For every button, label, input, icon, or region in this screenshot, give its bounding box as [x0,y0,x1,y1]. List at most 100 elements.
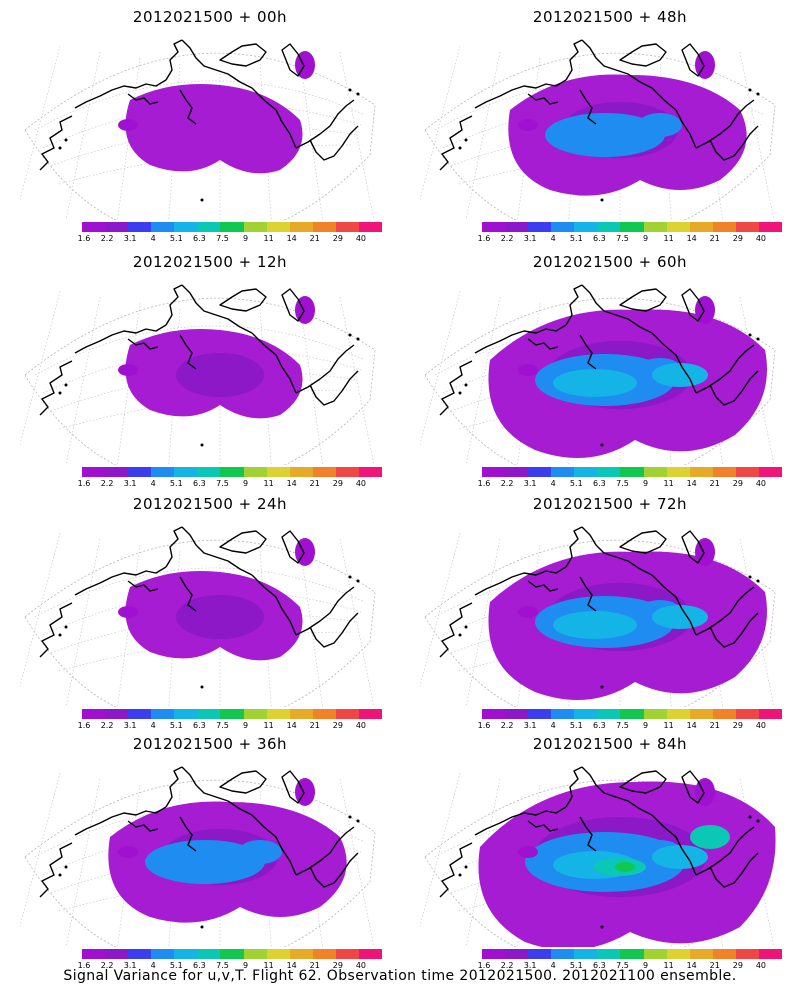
coastline [619,770,667,794]
variance-contour [652,605,708,629]
colorbar-label: 2.2 [100,721,114,730]
coastline [219,288,267,312]
coastline [527,820,559,832]
colorbar-label: 5.1 [169,961,183,970]
graticule-meridian [465,538,501,707]
coastline [527,580,559,592]
graticule-meridian [299,544,323,707]
variance-contour [652,363,708,387]
coastline [181,766,253,816]
coastline [581,526,653,576]
variance-map [20,766,376,947]
colorbar-label: 4 [550,479,556,488]
coastline [474,566,567,596]
colorbar-label: 6.3 [193,479,206,488]
coastline [295,344,355,394]
colorbar-label: 29 [332,721,343,730]
colorbar-swatch [82,949,106,959]
coastline [527,338,559,350]
panel-title: 2012021500 + 60h [532,253,688,271]
colorbar-label: 21 [709,479,720,488]
variance-patch [518,364,538,376]
island-mark [64,865,68,869]
colorbar: 1.6 2.2 3.1 4 5.1 6.3 7.5 9 11 14 21 29 40 [478,222,783,246]
colorbar-label: 5.1 [569,479,583,488]
colorbar-swatch [358,709,383,719]
graticule-meridian [65,538,101,707]
colorbar-swatch [551,949,575,959]
colorbar-swatch [197,949,221,959]
graticule-meridian [117,784,141,947]
colorbar-label: 5.1 [569,234,583,243]
colorbar-swatch [128,709,152,719]
colorbar-label: 11 [663,234,674,243]
coastline [527,93,559,105]
graticule-arc [50,126,358,167]
coastline [651,87,697,149]
coastline [281,43,305,77]
graticule-meridian [699,57,723,220]
island-mark [600,443,604,447]
island-mark [356,337,360,341]
colorbar-swatch [505,709,529,719]
island-mark [58,873,62,877]
colorbar-swatch [666,222,690,232]
island-mark [458,873,462,877]
graticule-meridian [420,290,461,446]
coastline [651,332,697,394]
forecast-panel: 2012021500 + 48h 1.6 2.2 3.1 4 5.1 6.3 7.5 9 11 14… [420,0,800,243]
colorbar-swatch [758,949,783,959]
coastline [165,526,183,568]
variance-map [420,526,776,707]
coastline [251,332,297,394]
island-mark [756,579,760,583]
coastline [251,574,297,636]
graticule-meridian [299,784,323,947]
coastline [474,806,567,836]
colorbar-swatch [266,709,290,719]
colorbar-label: 1.6 [77,479,91,488]
colorbar-swatch [312,709,336,719]
coastline [619,530,667,554]
panel-title: 2012021500 + 84h [532,735,688,753]
colorbar-label: 4 [150,479,156,488]
colorbar-swatch [620,222,644,232]
colorbar-swatch [574,949,598,959]
colorbar-label: 9 [642,721,649,730]
graticule-meridian [339,296,375,465]
colorbar-label: 40 [755,234,767,243]
colorbar-label: 5.1 [569,961,583,970]
colorbar-label: 5.1 [169,234,183,243]
island-mark [464,383,468,387]
coastline [39,115,73,171]
colorbar-swatch [551,222,575,232]
coastline [619,288,667,312]
colorbar-swatch [620,467,644,477]
coastline [565,526,583,568]
coastline [179,334,197,370]
colorbar-label: 1.6 [477,961,491,970]
graticule-meridian [739,538,775,707]
colorbar-label: 11 [663,721,674,730]
coastline [709,852,759,888]
colorbar-swatch [551,709,575,719]
coastline [581,766,653,816]
colorbar-swatch [197,467,221,477]
panel-title: 2012021500 + 24h [132,495,288,513]
forecast-panel: 2012021500 + 24h 1.6 2.2 3.1 4 5.1 6.3 7.5 9 11 14… [20,487,400,730]
island-mark [64,383,68,387]
forecast-panel: 2012021500 + 72h 1.6 2.2 3.1 4 5.1 6.3 7.5 9 11 14… [420,487,800,730]
colorbar-label: 3.1 [123,479,137,488]
colorbar-label: 3.1 [123,234,137,243]
variance-map [420,39,776,220]
graticule-meridian [117,302,141,465]
graticule-meridian [117,57,141,220]
colorbar-swatch [358,949,383,959]
colorbar-swatch [128,949,152,959]
coastline [579,816,597,852]
colorbar-swatch [689,949,713,959]
island-mark [348,333,352,337]
colorbar-swatch [105,949,129,959]
variance-patch [118,606,138,618]
map-frame [424,297,776,465]
